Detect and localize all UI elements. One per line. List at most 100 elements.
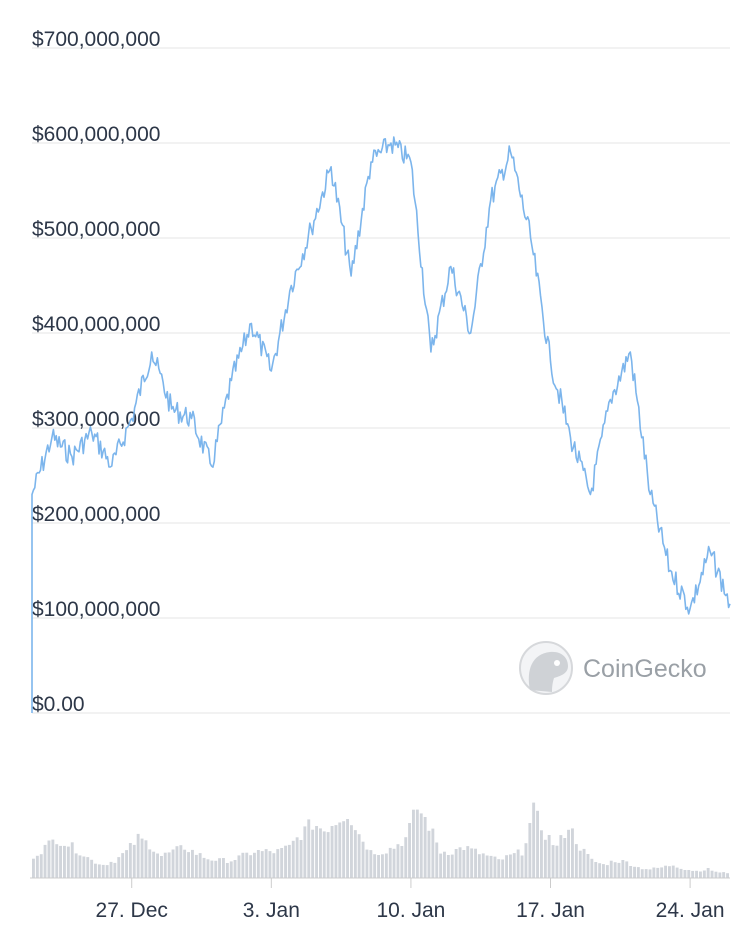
volume-bar	[303, 826, 307, 878]
volume-bar	[400, 846, 404, 878]
volume-bar	[528, 823, 532, 878]
volume-bar	[636, 867, 640, 878]
volume-bar	[683, 870, 687, 878]
volume-bar	[175, 846, 179, 878]
volume-bar	[594, 862, 598, 878]
volume-bar	[567, 829, 570, 878]
volume-bar	[307, 819, 311, 878]
volume-bar	[660, 867, 664, 878]
volume-bar	[578, 850, 582, 878]
volume-bar	[43, 844, 47, 878]
volume-bar	[222, 858, 225, 878]
volume-bars	[32, 802, 729, 878]
volume-bar	[280, 848, 284, 878]
coingecko-watermark: CoinGecko	[519, 641, 707, 695]
volume-bar	[253, 852, 256, 878]
volume-bar	[156, 853, 159, 878]
volume-bar	[330, 826, 334, 878]
volume-bar	[668, 866, 671, 878]
volume-bar	[466, 846, 470, 878]
volume-bar	[551, 845, 555, 878]
volume-bar	[435, 842, 439, 878]
volume-bar	[726, 873, 729, 878]
volume-bar	[245, 852, 249, 878]
volume-bar	[249, 855, 253, 878]
volume-bar	[520, 855, 524, 878]
volume-bar	[350, 825, 353, 878]
volume-bar	[187, 852, 190, 878]
y-tick-label: $600,000,000	[32, 123, 160, 146]
volume-bar	[295, 837, 299, 878]
volume-bar	[353, 830, 357, 878]
x-axis: 27. Dec 3. Jan 10. Jan 17. Jan 24. Jan	[96, 878, 725, 922]
volume-bar	[272, 853, 276, 878]
volume-bar	[101, 864, 105, 878]
volume-bar	[113, 862, 117, 878]
volume-bar	[423, 817, 427, 878]
volume-bar	[202, 857, 206, 878]
price-line	[31, 136, 731, 713]
y-tick-label: $0.00	[32, 693, 85, 716]
volume-bar	[664, 865, 667, 878]
volume-bar	[481, 853, 485, 878]
volume-bar	[256, 850, 260, 878]
volume-bar	[276, 849, 280, 878]
volume-bar	[384, 853, 388, 878]
volume-bar	[334, 825, 338, 878]
volume-bar	[458, 847, 462, 878]
volume-bar	[644, 869, 648, 878]
volume-bar	[656, 867, 660, 878]
volume-bar	[563, 838, 567, 878]
volume-bar	[710, 870, 714, 878]
y-tick-label: $700,000,000	[32, 28, 160, 51]
volume-bar	[706, 868, 710, 878]
volume-bar	[718, 872, 722, 878]
volume-bar	[287, 844, 291, 878]
volume-bar	[369, 850, 373, 878]
volume-bar	[485, 855, 489, 878]
volume-bar	[516, 849, 520, 878]
volume-bar	[439, 853, 443, 878]
x-tick-label: 27. Dec	[96, 899, 168, 922]
volume-bar	[260, 851, 264, 878]
x-tick-label: 24. Jan	[656, 899, 725, 922]
volume-bar	[210, 860, 214, 878]
volume-bar	[179, 845, 183, 878]
volume-bar	[322, 831, 326, 878]
volume-bar	[671, 865, 675, 878]
volume-bar	[617, 862, 621, 878]
volume-bar	[543, 839, 547, 878]
volume-bar	[598, 863, 602, 878]
volume-bar	[39, 854, 43, 878]
volume-bar	[342, 821, 346, 878]
y-tick-label: $400,000,000	[32, 313, 160, 336]
volume-bar	[357, 834, 361, 878]
volume-bar	[454, 849, 458, 878]
volume-bar	[702, 870, 706, 878]
y-tick-label: $200,000,000	[32, 503, 160, 526]
volume-bar	[109, 861, 113, 878]
volume-bar	[78, 855, 82, 878]
gecko-eye	[554, 660, 560, 666]
volume-bar	[446, 855, 450, 878]
volume-bar	[233, 860, 237, 878]
volume-bar	[86, 857, 90, 878]
volume-bar	[121, 853, 125, 878]
volume-bar	[326, 832, 330, 878]
y-axis-labels: $700,000,000 $600,000,000 $500,000,000 $400…	[32, 28, 160, 716]
volume-bar	[613, 862, 617, 878]
volume-bar	[621, 860, 625, 878]
volume-bar	[319, 828, 322, 878]
volume-bar	[536, 810, 539, 878]
volume-bar	[140, 838, 144, 878]
volume-bar	[237, 855, 241, 878]
volume-bar	[105, 865, 109, 878]
volume-bar	[206, 859, 210, 878]
volume-bar	[361, 841, 365, 878]
volume-bar	[501, 859, 505, 878]
volume-bar	[462, 850, 466, 878]
volume-bar	[163, 852, 167, 878]
volume-bar	[66, 846, 70, 878]
volume-bar	[392, 848, 396, 878]
